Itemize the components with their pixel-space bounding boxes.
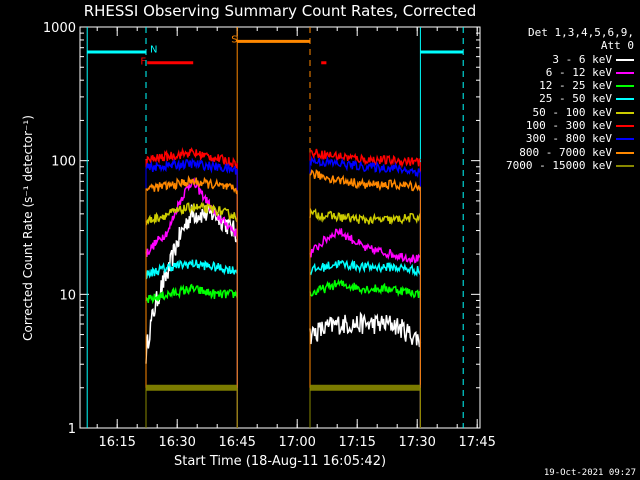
legend-swatch — [616, 138, 634, 141]
chart-title: RHESSI Observing Summary Count Rates, Co… — [83, 2, 477, 20]
series-line-5 — [309, 207, 422, 226]
legend-swatch — [616, 164, 634, 167]
legend-swatch — [616, 111, 634, 114]
annotation-label: S — [231, 35, 237, 46]
legend-label: 7000 - 15000 keV — [506, 158, 612, 172]
legend-swatch — [616, 71, 634, 74]
series-line-7 — [145, 157, 238, 175]
legend-entry-6: 100 - 300 keV — [506, 119, 634, 132]
annotation-label: N — [150, 45, 157, 56]
annotation-label: F — [140, 57, 146, 68]
plot-frame — [79, 26, 481, 429]
legend-label: 12 - 25 keV — [539, 79, 612, 93]
y-tick-label: 1 — [68, 422, 76, 437]
legend-entry-3: 12 - 25 keV — [506, 79, 634, 92]
series-line-8 — [145, 175, 238, 195]
series-line-4 — [309, 259, 422, 278]
series-line-6 — [310, 148, 421, 169]
legend-entry-8: 800 - 7000 keV — [506, 146, 634, 159]
legend-label: 25 - 50 keV — [539, 92, 612, 106]
x-tick-label: 16:45 — [218, 435, 255, 450]
legend-swatch — [616, 151, 634, 154]
series-line-1 — [309, 311, 422, 348]
x-tick-label: 17:45 — [458, 435, 495, 450]
x-tick-label: 16:30 — [158, 435, 195, 450]
legend-label: 3 - 6 keV — [552, 52, 612, 66]
series-line-2 — [145, 177, 238, 258]
legend-entry-1: 3 - 6 keV — [506, 53, 634, 66]
legend-items: 3 - 6 keV 6 - 12 keV 12 - 25 keV 25 - 50 ke… — [506, 53, 634, 173]
series-line-3 — [145, 283, 238, 305]
y-tick-label: 100 — [51, 155, 76, 170]
x-tick-label: 17:15 — [338, 435, 375, 450]
legend-entry-7: 300 - 800 keV — [506, 132, 634, 145]
series-line-8 — [309, 168, 422, 192]
series-line-4 — [145, 259, 238, 280]
legend-label: 800 - 7000 keV — [519, 145, 612, 159]
legend-label: 300 - 800 keV — [525, 132, 612, 146]
y-axis-label: Corrected Count Rate (s⁻¹ detector⁻¹) — [21, 115, 35, 341]
legend-label: 6 - 12 keV — [545, 65, 612, 79]
legend-entry-9: 7000 - 15000 keV — [506, 159, 634, 172]
legend: Det 1,3,4,5,6,9, Att 0 3 - 6 keV 6 - 12 k… — [506, 26, 634, 172]
timestamp: 19-Oct-2021 09:27 — [543, 468, 636, 478]
legend-swatch — [616, 98, 634, 101]
legend-label: 100 - 300 keV — [525, 119, 612, 133]
series-line-7 — [309, 155, 421, 179]
series-line-2 — [309, 227, 421, 265]
x-tick-label: 17:30 — [398, 435, 435, 450]
legend-swatch — [616, 58, 634, 61]
legend-swatch — [616, 85, 634, 88]
x-axis-label: Start Time (18-Aug-11 16:05:42) — [173, 454, 387, 469]
legend-entry-2: 6 - 12 keV — [506, 66, 634, 79]
legend-entry-4: 25 - 50 keV — [506, 92, 634, 105]
legend-swatch — [616, 125, 634, 128]
x-tick-label: 16:15 — [98, 435, 135, 450]
legend-header-line-2: Att 0 — [600, 39, 634, 53]
series-line-5 — [145, 201, 238, 226]
legend-label: 50 - 100 keV — [532, 105, 612, 119]
series-line-1 — [145, 203, 238, 364]
legend-header-line-1: Det 1,3,4,5,6,9, — [528, 26, 634, 39]
series-line-3 — [309, 278, 422, 299]
legend-entry-5: 50 - 100 keV — [506, 106, 634, 119]
y-tick-label: 1000 — [43, 21, 76, 36]
x-tick-label: 17:00 — [278, 435, 315, 450]
y-tick-label: 10 — [59, 288, 76, 303]
series-line-6 — [145, 146, 238, 169]
